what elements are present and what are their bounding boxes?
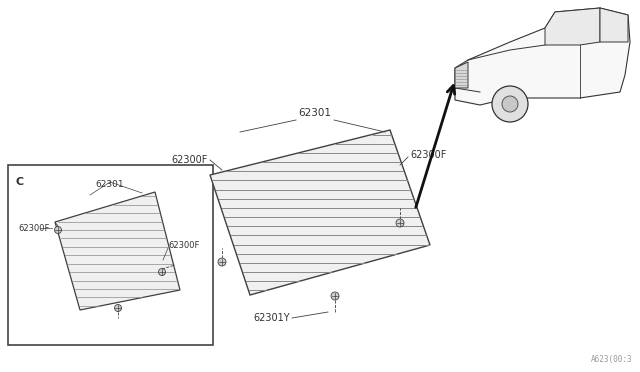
Polygon shape bbox=[55, 192, 180, 310]
Text: 62301: 62301 bbox=[298, 108, 332, 118]
Circle shape bbox=[159, 269, 166, 276]
Polygon shape bbox=[455, 8, 630, 105]
Text: 62301Y: 62301Y bbox=[253, 313, 290, 323]
Text: 62300F: 62300F bbox=[410, 150, 446, 160]
Circle shape bbox=[492, 86, 528, 122]
Text: C: C bbox=[16, 177, 24, 187]
Polygon shape bbox=[600, 8, 628, 42]
Circle shape bbox=[396, 219, 404, 227]
Text: 62300F: 62300F bbox=[18, 224, 49, 232]
Circle shape bbox=[115, 305, 122, 311]
Circle shape bbox=[218, 258, 226, 266]
Polygon shape bbox=[545, 8, 600, 45]
Circle shape bbox=[331, 292, 339, 300]
Circle shape bbox=[54, 227, 61, 234]
Polygon shape bbox=[210, 130, 430, 295]
Text: 62300F: 62300F bbox=[168, 241, 200, 250]
Polygon shape bbox=[455, 62, 468, 88]
Text: A623(00:3: A623(00:3 bbox=[590, 355, 632, 364]
Text: 62301: 62301 bbox=[96, 180, 124, 189]
Circle shape bbox=[502, 96, 518, 112]
Text: 62300F: 62300F bbox=[172, 155, 208, 165]
Bar bbox=[8, 165, 213, 345]
